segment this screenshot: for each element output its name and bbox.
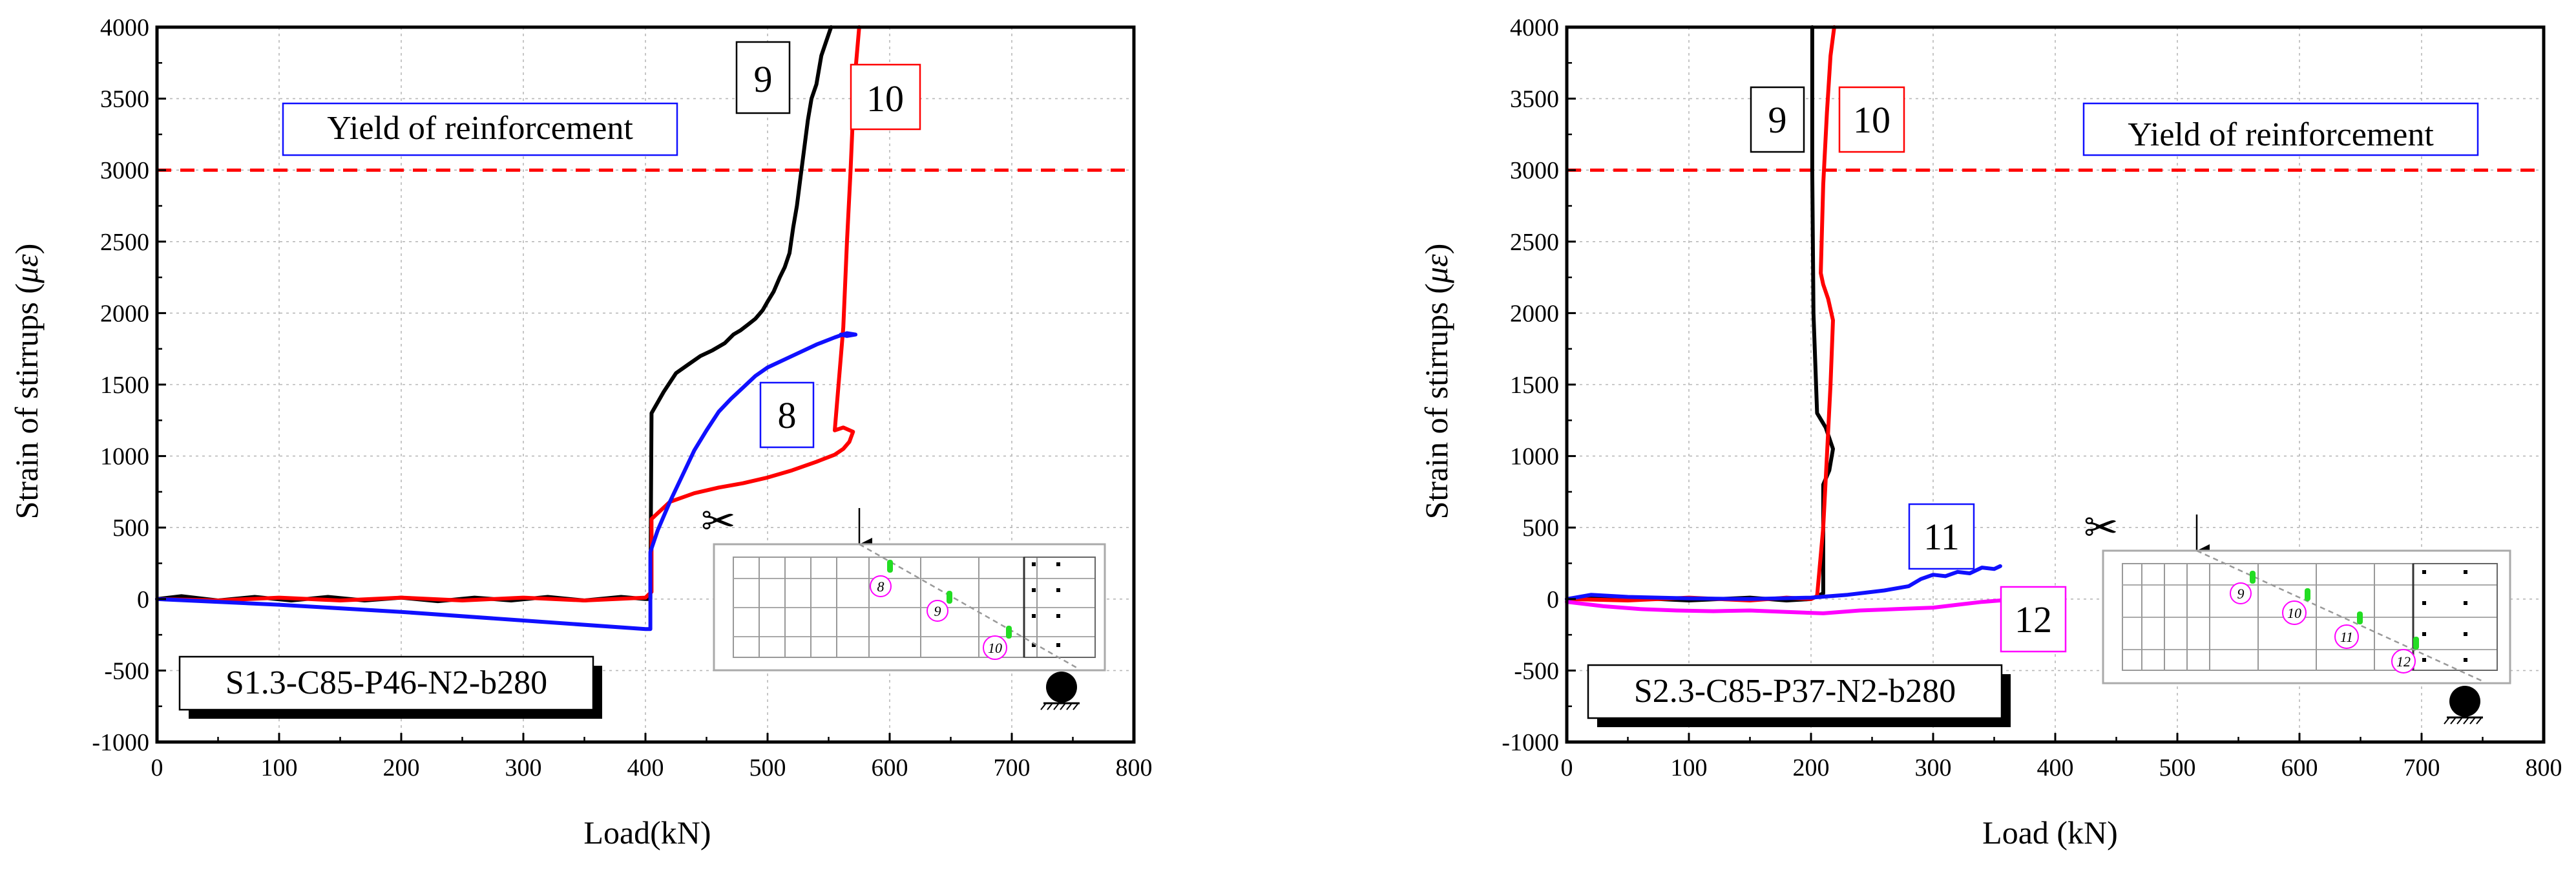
x-tick-label: 200 bbox=[383, 754, 420, 781]
chart-1-yield-label: Yield of reinforcement bbox=[327, 110, 633, 147]
chart-1-id-box bbox=[178, 655, 594, 711]
y-tick-label: -1000 bbox=[92, 729, 149, 756]
y-tick-label: 4000 bbox=[1510, 14, 1559, 41]
y-tick-label: 2500 bbox=[1510, 229, 1559, 256]
chart-2-annot-9: 9 bbox=[1768, 99, 1787, 141]
chart-1: 0 100 200 300 400 500 600 700 800400035003000250… bbox=[8, 14, 1153, 851]
inset-label-12: 12 bbox=[2396, 653, 2411, 670]
scissors-icon: ✂ bbox=[701, 498, 736, 544]
x-tick-label: 800 bbox=[2526, 754, 2562, 781]
x-tick-label: 600 bbox=[872, 754, 908, 781]
chart-2-series bbox=[1565, 25, 2002, 615]
y-tick-label: 0 bbox=[1547, 586, 1559, 613]
chart-1-series bbox=[155, 25, 861, 631]
y-tick-label: 4000 bbox=[100, 14, 149, 41]
x-tick-label: 400 bbox=[2037, 754, 2074, 781]
chart-1-beam-diagram: ✂ 8 bbox=[701, 498, 1106, 710]
y-tick-label: 0 bbox=[137, 586, 149, 613]
chart-1-x-label: Load(kN) bbox=[583, 814, 711, 851]
x-tick-label: 500 bbox=[749, 754, 786, 781]
y-tick-label: 1500 bbox=[100, 372, 149, 399]
chart-1-specimen-label: S1.3-C85-P46-N2-b280 bbox=[225, 664, 547, 701]
chart-2-y-label: Strain of stirrups (με) bbox=[1418, 244, 1454, 520]
support-roller-icon bbox=[1046, 672, 1077, 703]
support-roller-icon bbox=[2449, 686, 2480, 717]
series-line-8 bbox=[155, 331, 858, 631]
chart-2-ticks: 0 100 200 300 400 500 600 700 800400035003000250… bbox=[1502, 14, 2562, 781]
chart-1-annot-9: 9 bbox=[754, 58, 773, 100]
x-tick-label: 300 bbox=[1915, 754, 1952, 781]
chart-2-yield-label: Yield of reinforcement bbox=[2128, 116, 2434, 153]
chart-2-annot-12-box bbox=[2000, 586, 2067, 653]
y-tick-label: -500 bbox=[1514, 657, 1559, 684]
chart-1-annot-10: 10 bbox=[866, 78, 904, 120]
x-tick-label: 200 bbox=[1793, 754, 1830, 781]
chart-2-annot-9-box bbox=[1750, 86, 1805, 153]
x-tick-label: 800 bbox=[1116, 754, 1153, 781]
series-line-10 bbox=[155, 25, 861, 602]
y-tick-label: -500 bbox=[104, 657, 149, 684]
chart-1-annot-10-box bbox=[850, 63, 921, 131]
x-tick-label: 100 bbox=[261, 754, 298, 781]
chart-1-annot-9-box bbox=[735, 41, 791, 114]
x-tick-label: 0 bbox=[151, 754, 163, 781]
chart-1-y-label: Strain of stirrups (με) bbox=[8, 244, 45, 520]
chart-2-id-box bbox=[1587, 664, 2003, 719]
chart-2-yield-label-box bbox=[2082, 102, 2479, 156]
x-tick-label: 100 bbox=[1671, 754, 1708, 781]
y-tick-label: 2000 bbox=[100, 300, 149, 327]
y-tick-label: 1500 bbox=[1510, 372, 1559, 399]
x-tick-label: 500 bbox=[2159, 754, 2196, 781]
series-line-11 bbox=[1565, 564, 2002, 601]
y-tick-label: 1000 bbox=[1510, 443, 1559, 471]
chart-2-annot-10: 10 bbox=[1853, 99, 1890, 141]
chart-1-yield-label-box bbox=[282, 102, 678, 156]
y-tick-label: 2500 bbox=[100, 229, 149, 256]
x-tick-label: 700 bbox=[2403, 754, 2440, 781]
y-tick-label: 2000 bbox=[1510, 300, 1559, 327]
inset-label-8: 8 bbox=[877, 578, 885, 595]
series-line-12 bbox=[1565, 599, 2002, 615]
chart-2: 0 100 200 300 400 500 600 700 800400035003000250… bbox=[1418, 14, 2562, 851]
chart-1-ticks: 0 100 200 300 400 500 600 700 800400035003000250… bbox=[92, 14, 1152, 781]
inset-label-10: 10 bbox=[988, 640, 1002, 656]
x-tick-label: 300 bbox=[505, 754, 542, 781]
y-tick-label: 3500 bbox=[1510, 86, 1559, 113]
y-tick-label: 500 bbox=[1522, 515, 1559, 542]
x-tick-label: 700 bbox=[994, 754, 1031, 781]
y-tick-label: 3000 bbox=[100, 157, 149, 184]
x-tick-label: 400 bbox=[627, 754, 664, 781]
chart-2-beam-diagram: ✂ bbox=[2084, 505, 2511, 725]
chart-1-annot-8-box bbox=[759, 381, 815, 449]
y-tick-label: 500 bbox=[112, 515, 149, 542]
inset-label-10: 10 bbox=[2287, 605, 2301, 621]
inset-label-9: 9 bbox=[934, 603, 941, 619]
y-tick-label: 1000 bbox=[100, 443, 149, 471]
scissors-icon: ✂ bbox=[2084, 505, 2119, 551]
chart-2-specimen-label: S2.3-C85-P37-N2-b280 bbox=[1634, 673, 1956, 710]
chart-2-annot-10-box bbox=[1838, 86, 1905, 153]
chart-2-annot-12: 12 bbox=[2015, 599, 2052, 641]
chart-2-annot-11-box bbox=[1908, 503, 1975, 570]
y-tick-label: 3500 bbox=[100, 86, 149, 113]
chart-2-x-label: Load (kN) bbox=[1982, 814, 2118, 851]
inset-label-11: 11 bbox=[2340, 629, 2353, 645]
x-tick-label: 600 bbox=[2281, 754, 2318, 781]
x-tick-label: 0 bbox=[1561, 754, 1573, 781]
y-tick-label: 3000 bbox=[1510, 157, 1559, 184]
inset-label-9: 9 bbox=[2237, 586, 2245, 602]
y-tick-label: -1000 bbox=[1502, 729, 1559, 756]
chart-2-annot-11: 11 bbox=[1923, 516, 1960, 558]
chart-1-annot-8: 8 bbox=[778, 394, 797, 436]
